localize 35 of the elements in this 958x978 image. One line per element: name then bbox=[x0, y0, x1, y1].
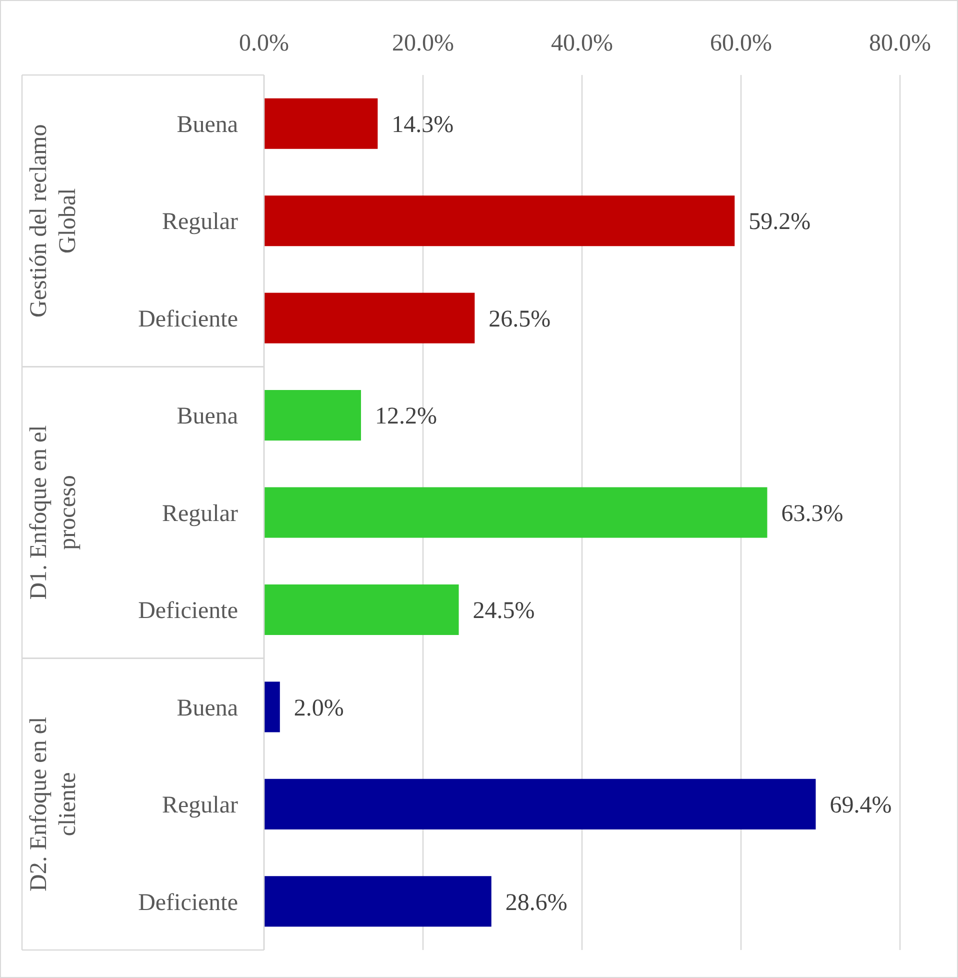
bar bbox=[264, 584, 459, 635]
text: Gestión del reclamo Global bbox=[26, 124, 81, 318]
y-tick-label: Deficiente bbox=[138, 890, 238, 916]
x-tick-label: 40.0% bbox=[551, 30, 613, 56]
bar bbox=[264, 876, 492, 927]
data-label: 24.5% bbox=[472, 598, 535, 624]
y-tick-label: Regular bbox=[162, 792, 238, 819]
bar bbox=[264, 390, 361, 441]
data-label: 28.6% bbox=[505, 890, 568, 916]
x-tick-label: 60.0% bbox=[710, 30, 772, 56]
bar bbox=[264, 682, 280, 732]
y-tick-label: Regular bbox=[162, 500, 238, 527]
data-label: 26.5% bbox=[488, 306, 551, 332]
y-tick-label: Buena bbox=[176, 695, 238, 722]
data-label: 14.3% bbox=[392, 112, 454, 138]
y-tick-label: Buena bbox=[176, 112, 238, 138]
bar bbox=[264, 292, 475, 344]
data-label: 59.2% bbox=[748, 209, 811, 236]
y-tick-label: Deficiente bbox=[138, 598, 238, 624]
data-label: 63.3% bbox=[781, 500, 844, 527]
data-label: 12.2% bbox=[374, 404, 437, 430]
y-tick-label: Regular bbox=[162, 209, 238, 236]
x-tick-label: 0.0% bbox=[239, 30, 289, 56]
y-tick-label: Buena bbox=[176, 404, 238, 430]
bar bbox=[264, 196, 735, 246]
bar bbox=[264, 487, 768, 538]
y-tick-label: Deficiente bbox=[138, 306, 238, 332]
data-label: 2.0% bbox=[294, 695, 344, 722]
x-tick-label: 20.0% bbox=[392, 30, 454, 56]
x-tick-label: 80.0% bbox=[869, 30, 931, 56]
text: D1. Enfoque en el proceso bbox=[26, 424, 81, 600]
bar bbox=[264, 98, 378, 149]
bar bbox=[264, 778, 816, 830]
data-label: 69.4% bbox=[830, 792, 892, 819]
text: D2. Enfoque en el cliente bbox=[26, 716, 81, 892]
